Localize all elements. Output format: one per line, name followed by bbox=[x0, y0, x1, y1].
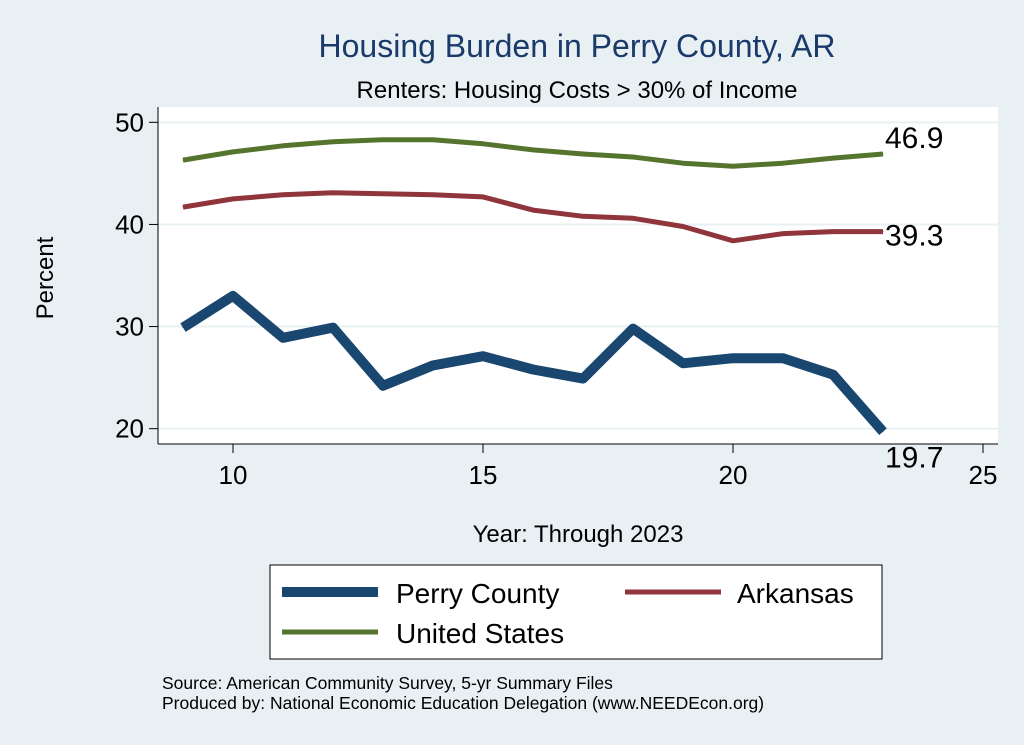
data-point-perry-county-9 bbox=[182, 327, 184, 329]
data-point-arkansas-23 bbox=[882, 231, 884, 233]
data-point-perry-county-18 bbox=[632, 328, 634, 330]
end-label-united-states: 46.9 bbox=[885, 122, 943, 155]
data-point-united-states-23 bbox=[882, 153, 884, 155]
y-tick-label-30: 30 bbox=[115, 312, 144, 342]
x-tick-label-20: 20 bbox=[719, 460, 748, 490]
data-point-perry-county-12 bbox=[332, 327, 334, 329]
end-label-arkansas: 39.3 bbox=[885, 220, 943, 253]
data-point-arkansas-17 bbox=[582, 215, 584, 217]
grid-lines bbox=[158, 121, 998, 430]
data-point-united-states-19 bbox=[682, 162, 684, 164]
data-point-united-states-11 bbox=[282, 145, 284, 147]
data-point-united-states-16 bbox=[532, 149, 534, 151]
legend-label-united-states: United States bbox=[396, 618, 564, 649]
data-point-perry-county-23 bbox=[882, 431, 884, 433]
legend-label-arkansas: Arkansas bbox=[737, 578, 854, 609]
data-point-arkansas-18 bbox=[632, 217, 634, 219]
y-axis-label: Percent bbox=[32, 236, 59, 319]
data-point-perry-county-16 bbox=[532, 368, 534, 370]
data-point-arkansas-19 bbox=[682, 225, 684, 227]
data-point-united-states-17 bbox=[582, 153, 584, 155]
y-tick-label-50: 50 bbox=[115, 107, 144, 137]
data-point-arkansas-11 bbox=[282, 194, 284, 196]
data-point-arkansas-16 bbox=[532, 209, 534, 211]
plot-area bbox=[158, 107, 998, 444]
data-point-united-states-9 bbox=[182, 159, 184, 161]
data-point-perry-county-22 bbox=[832, 374, 834, 376]
data-point-perry-county-13 bbox=[382, 385, 384, 387]
y-tick-label-20: 20 bbox=[115, 414, 144, 444]
x-tick-label-25: 25 bbox=[969, 460, 998, 490]
chart-subtitle: Renters: Housing Costs > 30% of Income bbox=[357, 77, 798, 104]
data-point-arkansas-10 bbox=[232, 198, 234, 200]
legend-box bbox=[269, 564, 883, 660]
y-axis-ticks: 20 30 40 50 bbox=[115, 107, 158, 444]
legend-label-perry-county: Perry County bbox=[396, 578, 559, 609]
series-group bbox=[180, 137, 887, 435]
data-point-united-states-14 bbox=[432, 139, 434, 141]
data-point-arkansas-9 bbox=[182, 206, 184, 208]
data-point-united-states-12 bbox=[332, 141, 334, 143]
data-point-perry-county-14 bbox=[432, 364, 434, 366]
source-note: Source: American Community Survey, 5-yr … bbox=[162, 673, 613, 693]
data-point-perry-county-17 bbox=[582, 378, 584, 380]
data-point-arkansas-21 bbox=[782, 233, 784, 235]
data-point-arkansas-12 bbox=[332, 192, 334, 194]
data-point-perry-county-20 bbox=[732, 357, 734, 359]
chart-title: Housing Burden in Perry County, AR bbox=[319, 28, 836, 64]
x-tick-label-10: 10 bbox=[219, 460, 248, 490]
data-point-perry-county-15 bbox=[482, 355, 484, 357]
data-point-arkansas-13 bbox=[382, 193, 384, 195]
data-point-perry-county-10 bbox=[232, 295, 234, 297]
data-point-united-states-10 bbox=[232, 151, 234, 153]
data-point-perry-county-11 bbox=[282, 337, 284, 339]
y-tick-label-40: 40 bbox=[115, 209, 144, 239]
data-point-united-states-21 bbox=[782, 162, 784, 164]
end-label-perry-county: 19.7 bbox=[885, 442, 943, 475]
x-axis-ticks: 10 15 20 25 bbox=[219, 444, 998, 490]
data-point-united-states-20 bbox=[732, 165, 734, 167]
data-point-united-states-15 bbox=[482, 143, 484, 145]
data-point-united-states-13 bbox=[382, 139, 384, 141]
data-point-united-states-22 bbox=[832, 157, 834, 159]
data-point-arkansas-15 bbox=[482, 196, 484, 198]
x-axis-label: Year: Through 2023 bbox=[473, 521, 684, 548]
data-point-united-states-18 bbox=[632, 156, 634, 158]
data-point-perry-county-21 bbox=[782, 357, 784, 359]
data-point-perry-county-19 bbox=[682, 362, 684, 364]
produced-by-note: Produced by: National Economic Education… bbox=[162, 693, 764, 713]
data-point-arkansas-20 bbox=[732, 240, 734, 242]
end-labels: 19.7 39.3 46.9 bbox=[885, 122, 943, 475]
data-point-arkansas-14 bbox=[432, 194, 434, 196]
data-point-arkansas-22 bbox=[832, 231, 834, 233]
x-tick-label-15: 15 bbox=[469, 460, 498, 490]
